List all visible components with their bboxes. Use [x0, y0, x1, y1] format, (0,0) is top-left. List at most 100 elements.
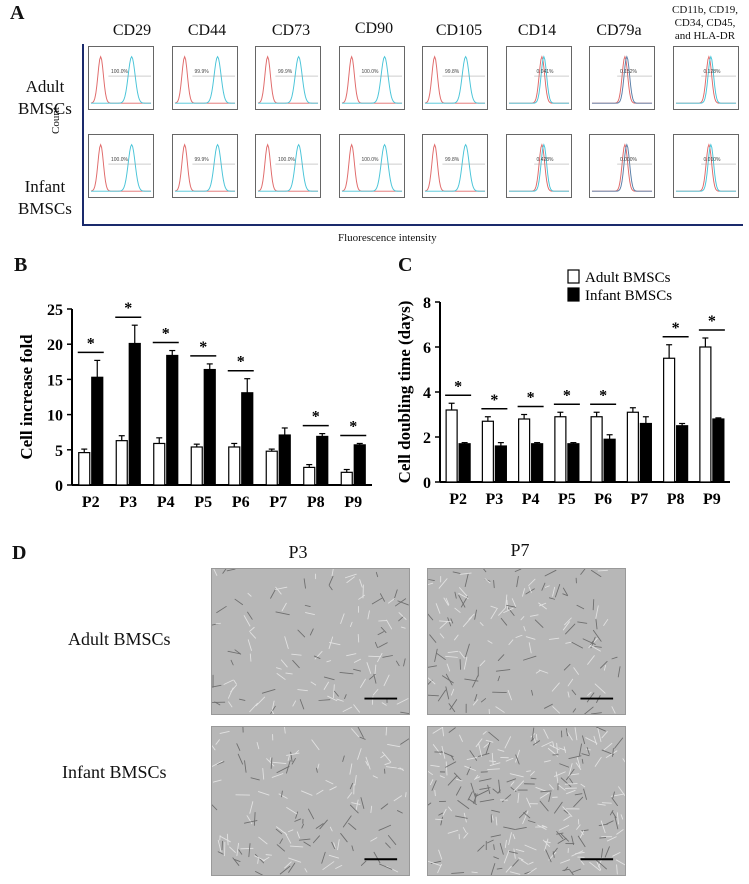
stained-curve: [341, 55, 402, 104]
bar-infant-P8: [676, 425, 689, 483]
cell: [297, 629, 306, 638]
y-tick-label: 20: [47, 337, 63, 354]
cell: [539, 800, 549, 812]
cell: [292, 659, 300, 669]
stained-curve: [591, 55, 653, 104]
stained-curve: [508, 143, 569, 192]
cell: [255, 871, 264, 875]
cell: [522, 810, 529, 825]
x-tick-label: P2: [449, 491, 467, 508]
cell: [478, 742, 482, 757]
histogram-curves: [341, 143, 402, 192]
significance-star: *: [199, 339, 207, 356]
cell: [515, 749, 521, 763]
percent-label: 99.9%: [278, 69, 293, 75]
cell: [249, 632, 257, 639]
cell: [353, 658, 361, 663]
cell: [539, 792, 550, 799]
histogram-infant-4: 99.8%: [422, 134, 488, 198]
cell: [434, 789, 436, 797]
cell: [616, 812, 619, 825]
micrograph-adult-p7: [427, 568, 626, 715]
cell: [372, 775, 378, 779]
cell: [212, 684, 222, 688]
cell: [275, 611, 290, 616]
cell: [503, 826, 516, 830]
cell: [474, 609, 477, 620]
cell: [593, 735, 598, 745]
cell: [447, 775, 458, 786]
stained-curve: [90, 143, 152, 192]
cell: [558, 825, 570, 831]
cell: [317, 763, 320, 769]
cell: [312, 835, 320, 844]
percent-label: 0.000%: [620, 157, 637, 163]
cell: [587, 655, 595, 665]
cell: [577, 621, 588, 624]
cell: [479, 787, 491, 790]
cell: [342, 815, 352, 828]
cell: [445, 686, 450, 700]
bar-infant-P9: [712, 418, 725, 483]
cell: [262, 768, 265, 780]
significance-star: *: [162, 326, 170, 343]
cell: [505, 757, 514, 762]
bar-adult-P9: [340, 471, 353, 486]
cell: [507, 689, 512, 701]
cell: [586, 747, 590, 755]
cell: [448, 727, 456, 733]
cell: [213, 569, 218, 576]
x-tick-label: P3: [119, 494, 137, 511]
cell: [321, 851, 326, 864]
cell: [439, 620, 452, 623]
significance-star: *: [672, 320, 680, 337]
cell: [445, 761, 448, 776]
cell: [360, 797, 365, 809]
cell: [549, 744, 560, 751]
bar-adult-P9: [699, 346, 712, 483]
cell: [596, 727, 606, 732]
cell: [548, 637, 560, 640]
cell: [344, 694, 347, 699]
bar-adult-P5: [190, 446, 203, 486]
cell: [442, 727, 445, 737]
cell: [285, 760, 291, 774]
cell: [371, 597, 383, 605]
cell: [299, 699, 305, 710]
cell: [377, 631, 385, 636]
cell: [325, 780, 334, 785]
cell: [518, 857, 524, 861]
cell: [528, 578, 536, 586]
cell: [612, 852, 621, 857]
bar-infant-P5: [203, 368, 216, 486]
panel-a-y-axis: [82, 44, 84, 226]
cell: [487, 640, 493, 644]
stained-curve: [591, 143, 653, 192]
cell: [294, 818, 302, 822]
cell: [449, 699, 458, 711]
legend-label: Infant BMSCs: [585, 288, 672, 304]
cell: [247, 592, 252, 597]
histogram-infant-6: 0.000%: [589, 134, 655, 198]
bar-infant-P3: [494, 445, 507, 483]
cell: [532, 740, 541, 746]
cell: [428, 860, 442, 867]
histogram-infant-2: 100.0%: [255, 134, 321, 198]
cell: [378, 824, 392, 831]
cell: [328, 575, 334, 586]
cell: [216, 606, 227, 614]
isotype-curve: [90, 143, 152, 192]
cell: [477, 752, 490, 757]
cell: [520, 859, 529, 865]
cell: [479, 798, 495, 803]
cell: [328, 585, 333, 591]
cell: [244, 760, 247, 773]
histogram-infant-7: 0.010%: [672, 134, 739, 198]
cell: [397, 600, 409, 606]
significance-star: *: [563, 387, 571, 404]
cell: [535, 733, 538, 741]
cell: [380, 803, 389, 810]
cell: [530, 737, 535, 742]
cell: [446, 663, 451, 672]
y-tick-label: 8: [423, 295, 431, 312]
